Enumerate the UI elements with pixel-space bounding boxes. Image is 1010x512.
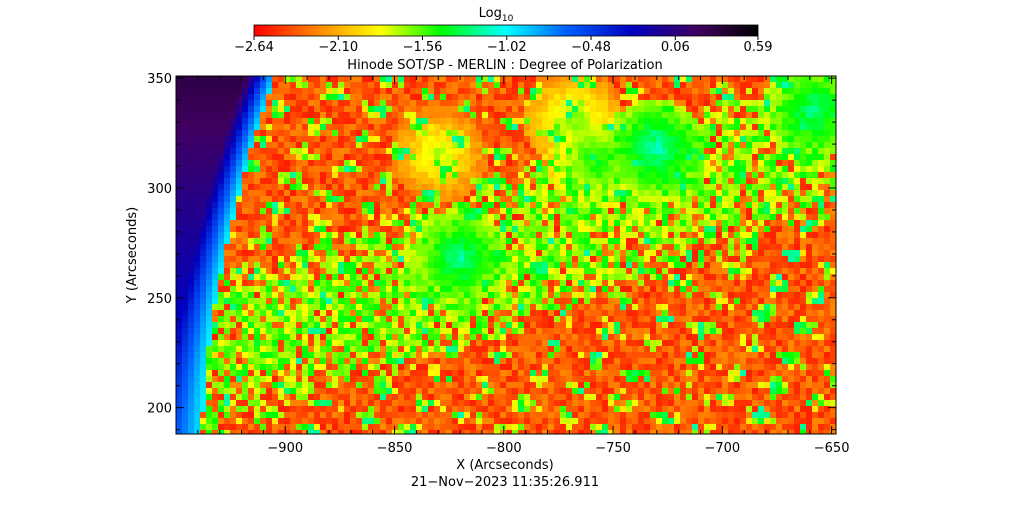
x-tick-label: −900 — [267, 441, 303, 456]
plot-area: −900 −850 −800 −750 −700 −650 200 250 300 350 — [147, 72, 849, 456]
x-tick-label: −800 — [486, 441, 522, 456]
y-tick-label: 300 — [147, 182, 172, 197]
colorbar-gradient — [253, 24, 759, 37]
colorbar-ticks: −2.64 −2.10 −1.56 −1.02 −0.48 0.06 0.59 — [234, 36, 772, 55]
colorbar-label: Log10 — [479, 6, 514, 24]
x-tick-label: −850 — [377, 441, 413, 456]
colorbar-tick-label: 0.06 — [661, 40, 690, 55]
x-tick-label: −700 — [704, 441, 740, 456]
y-tick-label: 350 — [147, 72, 172, 87]
colorbar-tick-label: −2.10 — [318, 40, 358, 55]
x-tick-label: −650 — [814, 441, 850, 456]
heatmap-image — [176, 76, 836, 434]
x-tick-label: −750 — [595, 441, 631, 456]
colorbar-tick-label: −1.56 — [403, 40, 443, 55]
timestamp: 21−Nov−2023 11:35:26.911 — [411, 475, 599, 490]
x-axis-label: X (Arcseconds) — [456, 458, 553, 473]
y-tick-label: 200 — [147, 402, 172, 417]
plot-frame — [175, 75, 837, 435]
y-axis-label: Y (Arcseconds) — [125, 207, 140, 304]
colorbar-tick-label: −0.48 — [571, 40, 611, 55]
chart-title: Hinode SOT/SP - MERLIN : Degree of Polar… — [347, 58, 662, 73]
colorbar-tick-label: −1.02 — [487, 40, 527, 55]
colorbar-tick-label: 0.59 — [744, 40, 773, 55]
colorbar: Log10 −2.64 −2.10 −1.56 −1.02 −0.48 0.06 0.59 — [234, 6, 772, 55]
colorbar-tick-label: −2.64 — [234, 40, 274, 55]
y-tick-label: 250 — [147, 292, 172, 307]
axes: −900 −850 −800 −750 −700 −650 200 250 300 350 — [147, 72, 849, 456]
